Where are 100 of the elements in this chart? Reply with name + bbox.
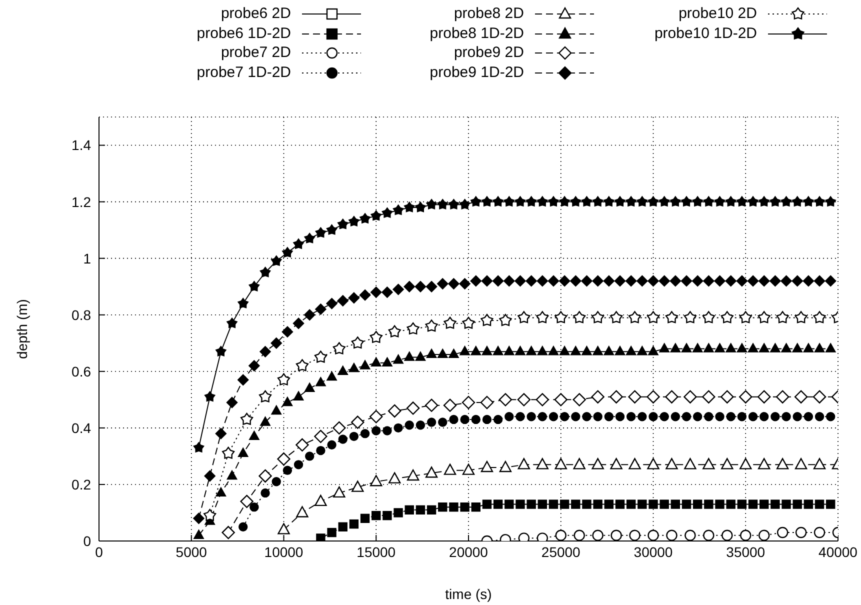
point [204,470,216,482]
point [574,530,585,541]
point [426,281,438,292]
point [215,428,227,440]
point [470,196,482,206]
point [351,336,364,349]
point [382,208,393,218]
point [560,412,570,422]
point [660,500,669,509]
point [370,330,382,343]
point [826,500,836,509]
point [825,196,836,206]
legend-label: probe10 1D-2D [653,24,757,43]
point [603,275,615,287]
point [792,500,802,509]
point [648,412,658,422]
x-tick-label: 40000 [818,544,858,560]
point [248,360,260,372]
point [388,472,401,484]
point [704,412,714,422]
point [610,530,622,541]
point [759,343,770,352]
point [702,390,716,404]
point [316,446,326,456]
point [604,412,614,422]
point [804,500,814,509]
point [610,458,622,470]
point [692,500,702,509]
point [760,500,769,509]
point [518,311,530,324]
point [684,530,696,541]
point [548,412,558,422]
point [404,352,414,361]
point [316,534,326,541]
point [537,346,548,356]
point [554,393,568,406]
point [260,346,271,358]
point [226,318,238,328]
point [740,458,752,470]
point [814,275,826,287]
point [638,412,647,422]
point [258,469,272,483]
point [592,275,604,287]
point [758,311,770,324]
x-tick-label: 10000 [264,544,304,560]
point [460,414,470,424]
point [571,500,580,509]
point [462,316,475,329]
point [516,500,525,509]
point [282,247,293,258]
x-tick-label: 35000 [726,544,766,560]
point [470,275,482,287]
point [593,500,602,509]
y-tick-label: 1.4 [72,137,92,154]
point [592,346,603,356]
point [492,196,504,206]
point [240,412,254,425]
point [260,488,270,498]
point [628,458,641,470]
point [614,346,626,356]
point [813,458,826,470]
point [666,530,678,541]
point [758,458,770,470]
point [327,440,336,450]
point [526,412,536,422]
y-tick-label: 1.2 [72,194,92,210]
point [692,196,703,206]
point [250,502,259,512]
point [794,390,808,404]
point [770,412,780,422]
point [739,390,752,404]
point [725,196,736,206]
point [449,502,458,512]
point [282,466,292,475]
point [480,396,494,410]
point [216,346,226,356]
point [758,275,770,287]
point [388,404,402,418]
x-tick-label: 20000 [449,544,488,560]
x-tick-label: 15000 [356,544,396,560]
point [780,196,792,206]
point [646,390,660,404]
point [802,275,814,287]
point [360,213,370,224]
point [628,311,642,324]
point [460,502,470,512]
y-tick-label: 0.4 [72,420,92,436]
point [426,418,436,427]
point [571,412,580,422]
point [670,196,681,206]
point [296,438,309,452]
point [804,412,814,422]
point [812,390,826,404]
point [372,510,381,520]
point [238,374,249,386]
point [726,500,736,509]
point [703,530,714,541]
point [625,275,637,287]
point [725,275,736,287]
point [670,343,681,352]
